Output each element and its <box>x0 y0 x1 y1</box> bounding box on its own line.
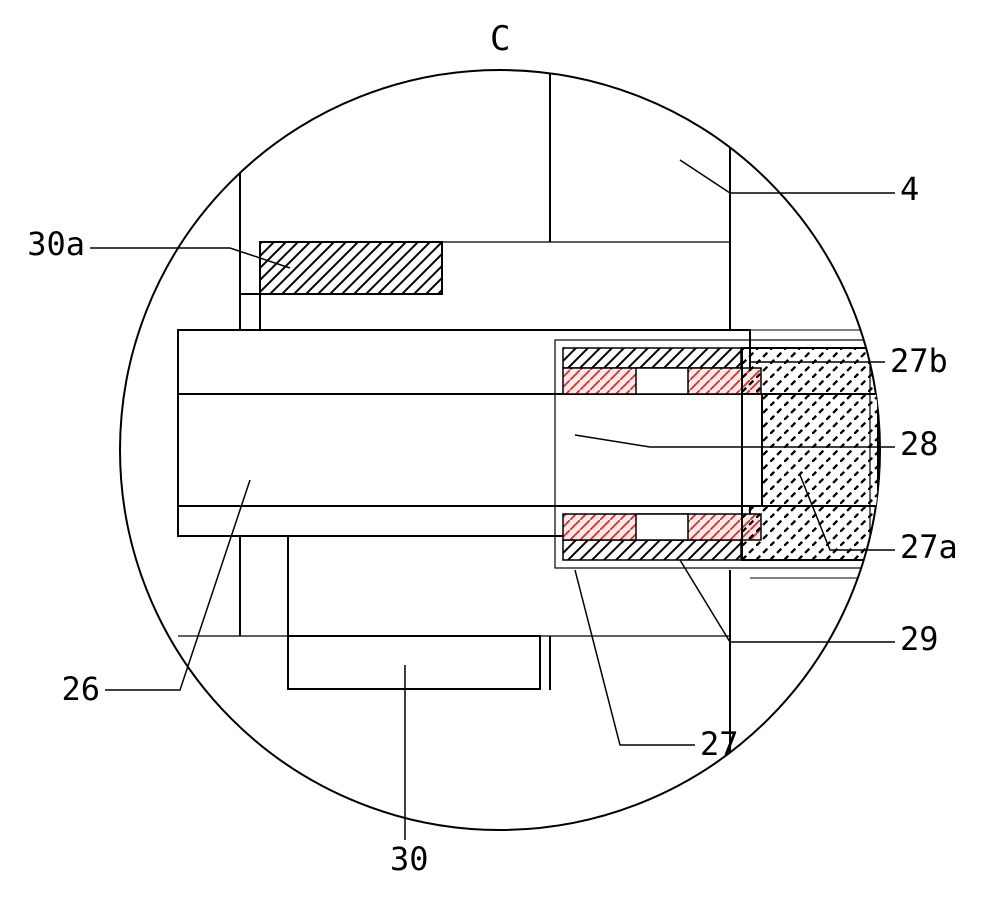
lbl-4: 4 <box>900 170 919 208</box>
clipped-geometry <box>178 72 887 797</box>
block-30a <box>260 242 442 294</box>
lbl-27-leader <box>575 570 695 745</box>
engineering-diagram: C 4 30a 27b 28 27a 29 27 30 26 <box>0 0 1000 899</box>
sleeve-27b-bottom <box>563 540 741 560</box>
lbl-4-leader <box>680 160 895 193</box>
lbl-30a: 30a <box>27 225 85 263</box>
lbl-27: 27 <box>700 725 739 763</box>
shaft-into-cap <box>742 394 762 506</box>
lbl-29: 29 <box>900 620 939 658</box>
lbl-27b: 27b <box>890 342 948 380</box>
cap-27a <box>742 348 887 560</box>
block-30 <box>288 636 540 689</box>
sleeve-27b-top <box>563 348 741 368</box>
lbl-27a: 27a <box>900 528 958 566</box>
lbl-28: 28 <box>900 425 939 463</box>
lbl-30: 30 <box>390 840 429 878</box>
lbl-26: 26 <box>61 670 100 708</box>
notch-top <box>636 368 688 394</box>
notch-bottom <box>636 514 688 540</box>
lbl-29-leader <box>680 560 895 642</box>
view-letter-c: C <box>490 19 510 59</box>
